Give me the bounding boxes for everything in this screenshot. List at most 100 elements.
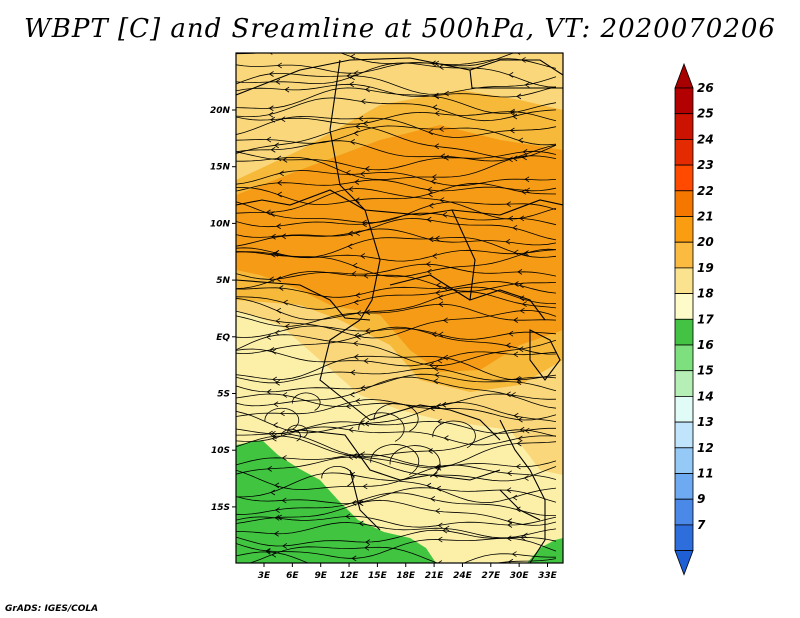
streamline-arrow <box>433 378 439 385</box>
streamline-arrow <box>360 98 366 105</box>
colorbar-label: 20 <box>697 235 714 249</box>
streamline-eddy <box>287 424 308 438</box>
streamline <box>236 281 557 298</box>
streamline-arrow <box>443 435 449 441</box>
streamline-arrow <box>426 216 432 223</box>
streamline-arrow <box>282 299 288 306</box>
lon-tick-label: 18E <box>396 571 416 581</box>
streamline <box>236 155 557 180</box>
streamline-arrow <box>355 292 361 299</box>
streamline <box>236 97 557 122</box>
streamline <box>236 58 557 74</box>
streamline <box>236 429 557 457</box>
streamline-arrow <box>508 558 514 563</box>
streamline-arrow <box>427 191 433 198</box>
streamline-arrow <box>437 522 443 529</box>
streamline-arrow <box>360 253 365 259</box>
streamline-arrow <box>354 179 360 185</box>
streamline-arrow <box>517 435 523 442</box>
lon-tick-label: 21E <box>425 571 445 581</box>
streamline <box>236 367 557 384</box>
streamline-arrow <box>276 514 282 521</box>
streamline <box>236 87 557 114</box>
lon-tick-label: 33E <box>538 571 558 581</box>
streamline <box>236 286 557 310</box>
streamline <box>236 326 557 355</box>
streamline-arrow <box>361 221 367 228</box>
streamline <box>236 182 557 205</box>
streamline-arrow <box>279 410 285 417</box>
streamline-arrow <box>435 289 441 296</box>
colorbar-swatch <box>674 370 694 397</box>
lat-tick-label: 10N <box>210 219 231 229</box>
lon-tick-label: 27E <box>481 571 501 581</box>
streamline <box>236 426 557 446</box>
streamline-arrow <box>438 301 444 308</box>
streamline-arrow <box>518 346 524 353</box>
lat-tick-label: 5N <box>216 276 230 286</box>
colorbar-label: 7 <box>697 518 706 532</box>
streamline-arrow <box>282 157 288 163</box>
streamline <box>236 303 557 327</box>
streamline-arrow <box>278 170 284 177</box>
streamline <box>236 217 557 241</box>
colorbar-top-arrow <box>674 62 694 89</box>
streamline-arrow <box>278 285 284 291</box>
streamline-eddy <box>432 420 476 449</box>
streamline-arrow <box>512 155 518 162</box>
streamline-arrow <box>519 426 525 433</box>
streamline-arrow <box>507 522 513 528</box>
streamline <box>236 420 556 435</box>
streamline <box>236 401 557 434</box>
streamline-arrow <box>512 113 518 120</box>
streamline-arrow <box>518 282 524 289</box>
colorbar-label: 13 <box>697 415 714 429</box>
streamline-arrow <box>511 551 517 557</box>
streamline-arrow <box>275 318 281 324</box>
streamline-arrow <box>505 201 511 208</box>
streamline-eddy <box>389 445 441 478</box>
streamline <box>236 453 557 468</box>
streamline-arrow <box>352 262 358 269</box>
map-frame <box>235 52 564 564</box>
streamline <box>236 522 557 539</box>
streamline-arrow <box>428 202 434 209</box>
streamline-arrow <box>271 433 277 440</box>
streamline-arrow <box>270 489 276 496</box>
streamline-arrow <box>433 365 439 372</box>
colorbar-label: 16 <box>697 338 714 352</box>
streamline-arrow <box>435 282 441 289</box>
streamline <box>236 435 557 469</box>
colorbar-swatch <box>674 498 694 526</box>
lat-tick-label: 15N <box>210 163 231 173</box>
streamline-arrow <box>509 110 515 116</box>
streamline-arrow <box>351 555 357 562</box>
colorbar-label: 11 <box>697 467 714 481</box>
lon-tick-label: 3E <box>258 571 271 581</box>
colorbar-label: 9 <box>697 492 705 506</box>
streamline-arrow <box>358 115 364 122</box>
colorbar-swatch <box>674 524 694 552</box>
streamline-arrow <box>442 212 448 218</box>
streamline-arrow <box>275 78 281 85</box>
colorbar-label: 15 <box>697 364 714 378</box>
streamline-arrow <box>435 508 441 514</box>
streamline-arrow <box>274 514 280 521</box>
streamline-arrow <box>274 329 280 336</box>
streamline-arrow <box>507 156 513 163</box>
colorbar-swatch <box>674 113 694 140</box>
streamline-arrow <box>443 154 449 161</box>
streamline <box>236 248 557 278</box>
streamline-arrow <box>282 392 288 398</box>
streamline-arrow <box>426 482 432 489</box>
streamline-arrow <box>268 105 274 112</box>
streamline <box>248 546 557 563</box>
streamline-arrow <box>276 307 282 314</box>
streamline <box>236 334 557 367</box>
streamline <box>236 201 557 224</box>
streamline-arrow <box>522 251 528 257</box>
colorbar-swatch <box>674 241 694 269</box>
wbpt-field <box>236 53 563 563</box>
streamline-arrow <box>443 354 449 361</box>
